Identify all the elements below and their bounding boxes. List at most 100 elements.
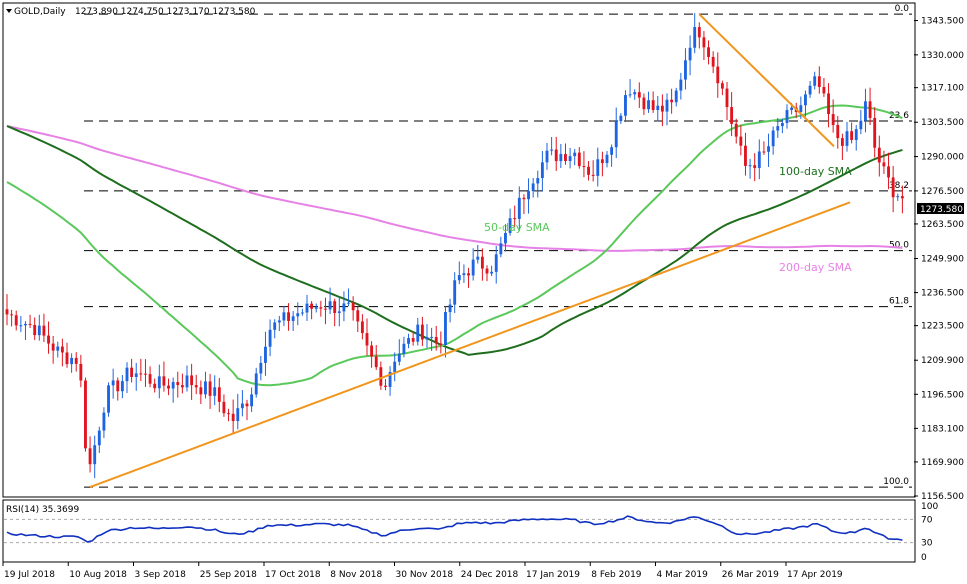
- candle-body: [347, 302, 350, 304]
- time-tick-label: 17 Apr 2019: [787, 570, 843, 580]
- candle-body: [5, 309, 9, 315]
- candle-body: [476, 256, 480, 260]
- candle-body: [337, 311, 341, 313]
- candle-body: [236, 408, 240, 422]
- candle-body: [430, 336, 434, 338]
- candle-body: [651, 100, 655, 110]
- candle-body: [342, 303, 346, 312]
- candle-body: [273, 322, 277, 330]
- time-tick-label: 8 Nov 2018: [330, 570, 382, 580]
- candle-body: [840, 138, 844, 146]
- candle-body: [485, 268, 489, 274]
- candle-body: [887, 166, 890, 178]
- candle-body: [596, 159, 600, 176]
- candle-body: [642, 97, 646, 110]
- candle-body: [559, 154, 563, 162]
- price-tick-label: 1263.500: [921, 220, 964, 230]
- symbol-dropdown-icon[interactable]: [6, 9, 12, 13]
- candle-body: [180, 385, 184, 388]
- candle-body: [240, 403, 244, 409]
- candle-body: [457, 275, 461, 281]
- candle-body: [19, 325, 23, 327]
- fib-label-50-0: 50.0: [889, 241, 909, 251]
- candle-body: [817, 76, 821, 87]
- time-tick-label: 17 Oct 2018: [265, 570, 321, 580]
- candle-body: [564, 154, 567, 162]
- time-tick-label: 25 Sep 2018: [200, 570, 257, 580]
- candle-body: [190, 375, 194, 386]
- candle-body: [900, 196, 904, 199]
- candle-body: [411, 338, 415, 342]
- candle-body: [877, 147, 881, 163]
- candle-body: [739, 136, 743, 146]
- candle-body: [720, 83, 724, 89]
- candle-body: [393, 361, 397, 373]
- candle-body: [822, 86, 826, 94]
- candle-body: [56, 346, 60, 351]
- candle-body: [633, 92, 637, 95]
- candle-body: [213, 387, 217, 396]
- price-tick-label: 1290.000: [921, 153, 964, 163]
- candle-body: [171, 382, 175, 389]
- candle-body: [540, 162, 544, 179]
- candle-body: [365, 333, 369, 346]
- candle-body: [665, 99, 669, 112]
- candle-body: [42, 325, 46, 336]
- candle-body: [97, 430, 101, 446]
- rsi-tick-label: 0: [921, 553, 927, 563]
- candle-body: [291, 316, 295, 321]
- candle-body: [28, 323, 32, 325]
- candle-body: [785, 110, 789, 123]
- support-trendline: [89, 201, 851, 489]
- candle-body: [162, 376, 166, 386]
- candle-body: [176, 382, 180, 386]
- candle-body: [185, 375, 189, 388]
- candle-body: [70, 357, 74, 365]
- rsi-line: [6, 515, 903, 543]
- candle-body: [144, 373, 147, 375]
- price-tick-label: 1196.500: [921, 390, 964, 400]
- time-tick-label: 19 Jul 2018: [4, 570, 55, 580]
- candle-body: [554, 149, 558, 162]
- candle-body: [79, 363, 83, 381]
- candle-body: [467, 273, 470, 276]
- fib-label-100-0: 100.0: [883, 477, 909, 487]
- candle-body: [439, 343, 443, 346]
- candle-body: [107, 385, 110, 413]
- sma200-label: 200-day SMA: [779, 261, 852, 274]
- candle-body: [679, 79, 683, 91]
- candle-body: [324, 308, 327, 310]
- price-tick-label: 1223.500: [921, 322, 964, 332]
- price-tick-label: 1156.500: [921, 492, 964, 502]
- candle-body: [780, 122, 784, 127]
- candle-body: [513, 218, 517, 220]
- symbol-label: GOLD,Daily: [14, 7, 66, 17]
- candle-body: [88, 448, 92, 465]
- candle-body: [360, 321, 364, 334]
- candle-body: [582, 166, 586, 168]
- candle-body: [864, 101, 867, 121]
- price-tick-label: 1343.500: [921, 17, 964, 27]
- candle-body: [536, 178, 540, 184]
- trend-lines: [89, 13, 851, 489]
- candle-body: [111, 380, 115, 386]
- candle-body: [370, 345, 374, 357]
- candle-body: [568, 156, 572, 162]
- candle-body: [65, 352, 69, 365]
- candle-body: [610, 147, 614, 155]
- candle-body: [305, 303, 309, 313]
- sma200-line: [6, 125, 903, 252]
- candle-body: [845, 131, 849, 146]
- candle-body: [254, 373, 258, 395]
- candle-body: [504, 232, 507, 244]
- candle-body: [619, 115, 623, 122]
- resistance-trendline: [698, 13, 835, 148]
- candle-body: [333, 301, 337, 313]
- candle-body: [33, 324, 37, 336]
- candle-body: [711, 56, 715, 67]
- candle-body: [74, 357, 78, 364]
- sma50-label: 50-day SMA: [484, 221, 550, 234]
- candle-body: [120, 381, 124, 392]
- candle-body: [545, 150, 549, 163]
